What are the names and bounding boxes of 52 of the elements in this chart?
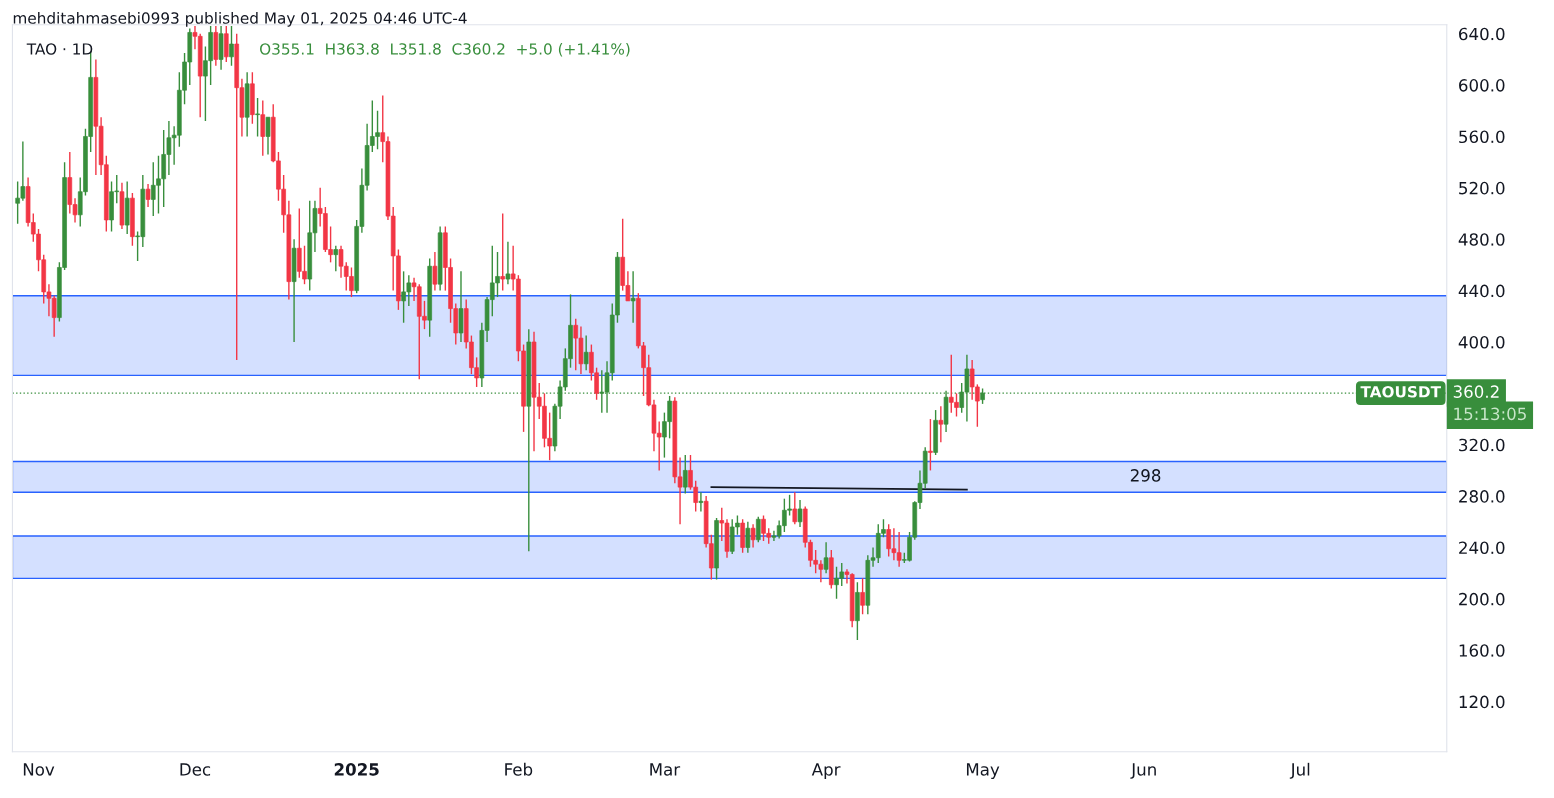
- y-tick-label: 200.0: [1459, 592, 1505, 606]
- annotation: mehditahmasebi0993 published May 01, 2025 04:46 UTC-4: [13, 11, 467, 27]
- candlestick: [823, 541, 829, 574]
- text: 360.2: [1453, 385, 1499, 398]
- annotation: O355.1 H363.8 L351.8 C360.2 +5.0 (+1.41%): [260, 42, 630, 57]
- candlestick: [745, 521, 751, 554]
- candlestick: [792, 491, 798, 526]
- y-tick-label: 560.0: [1459, 130, 1505, 144]
- y-tick-label: 280.0: [1459, 490, 1505, 503]
- candlestick: [223, 25, 229, 63]
- y-tick-label: 440.0: [1458, 284, 1505, 298]
- candlestick: [229, 25, 234, 67]
- y-tick-label: 120.0: [1459, 695, 1505, 709]
- x-tick-label: Apr: [811, 763, 841, 779]
- x-tick-label: Jul: [1289, 762, 1310, 779]
- candlestick: [938, 405, 944, 443]
- y-tick-label: 480.0: [1458, 233, 1505, 246]
- y-tick-label: 240.0: [1459, 541, 1505, 555]
- candlestick: [505, 241, 511, 285]
- x-tick-label: Mar: [650, 763, 681, 776]
- candlestick: [145, 183, 151, 208]
- band-label: 298: [1130, 469, 1161, 482]
- candlestick: [333, 244, 339, 273]
- y-tick-label: 600.0: [1459, 79, 1505, 92]
- candlestick: [750, 523, 756, 549]
- candlestick: [432, 251, 438, 292]
- candlestick: [500, 212, 506, 292]
- y-tick-label: 160.0: [1459, 644, 1505, 657]
- y-tick-label: 520.0: [1459, 181, 1505, 195]
- candlestick: [630, 270, 636, 324]
- y-tick-label: 320.0: [1459, 438, 1505, 452]
- candlestick: [265, 116, 271, 156]
- x-tick-label: 2025: [334, 763, 379, 776]
- candlestick: [682, 454, 688, 495]
- x-tick-label: Nov: [23, 763, 55, 776]
- ref-line-label: TAOUSDT: [1360, 385, 1441, 398]
- candlestick: [260, 99, 266, 157]
- text: 15:13:05: [1454, 407, 1526, 421]
- candlestick: [797, 499, 803, 528]
- x-tick-label: Feb: [505, 762, 533, 776]
- text: TAO · 1D: [26, 43, 93, 55]
- candlestick: [698, 491, 704, 513]
- x-tick-label: Dec: [180, 763, 211, 776]
- y-tick-label: 400.0: [1458, 335, 1505, 349]
- x-tick-label: May: [966, 763, 1000, 779]
- candlestick: [860, 577, 865, 615]
- candlestick: [255, 97, 260, 138]
- y-tick-label: 640.0: [1459, 27, 1505, 41]
- candlestick: [583, 334, 589, 371]
- candlestick: [755, 515, 761, 544]
- x-tick-label: Jun: [1130, 763, 1156, 779]
- candlestick: [928, 418, 933, 472]
